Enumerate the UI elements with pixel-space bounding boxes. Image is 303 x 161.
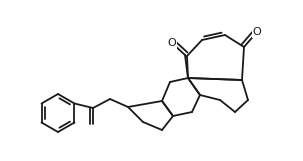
Text: O: O bbox=[168, 38, 176, 48]
Text: O: O bbox=[253, 27, 261, 37]
